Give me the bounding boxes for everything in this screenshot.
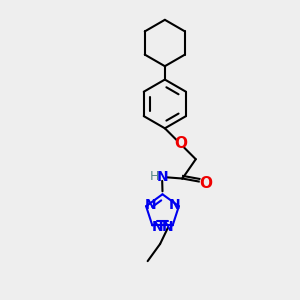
- Text: O: O: [174, 136, 187, 151]
- Text: N: N: [168, 198, 180, 212]
- Text: H: H: [150, 170, 159, 183]
- Text: O: O: [199, 176, 212, 191]
- Text: N: N: [162, 220, 174, 234]
- Text: N: N: [151, 220, 163, 234]
- Text: N: N: [156, 170, 168, 184]
- Text: N: N: [145, 198, 157, 212]
